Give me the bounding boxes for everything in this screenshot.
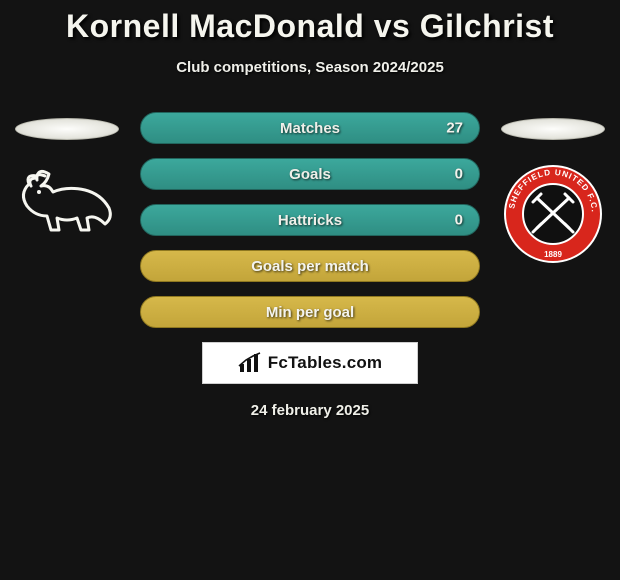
main-row: Matches 27 Goals 0 Hattricks 0 Goals per… bbox=[0, 118, 620, 328]
stats-column: Matches 27 Goals 0 Hattricks 0 Goals per… bbox=[140, 112, 480, 328]
stat-label: Goals per match bbox=[251, 258, 369, 275]
page-title: Kornell MacDonald vs Gilchrist bbox=[0, 8, 620, 45]
right-club-crest: SHEFFIELD UNITED F.C. 1889 bbox=[503, 164, 603, 269]
stat-label: Min per goal bbox=[266, 304, 354, 321]
page-subtitle: Club competitions, Season 2024/2025 bbox=[0, 59, 620, 76]
stat-value: 0 bbox=[455, 166, 463, 183]
stat-row-goals-per-match: Goals per match bbox=[140, 250, 480, 282]
date-stamp: 24 february 2025 bbox=[0, 402, 620, 419]
stat-row-matches: Matches 27 bbox=[140, 112, 480, 144]
stat-label: Goals bbox=[289, 166, 331, 183]
stat-row-goals: Goals 0 bbox=[140, 158, 480, 190]
brand-box: FcTables.com bbox=[202, 342, 418, 384]
ram-crest-icon bbox=[17, 164, 117, 236]
brand-text: FcTables.com bbox=[268, 353, 383, 373]
right-club-column: SHEFFIELD UNITED F.C. 1889 bbox=[498, 118, 608, 269]
bar-chart-icon bbox=[238, 352, 264, 374]
left-club-crest bbox=[17, 164, 117, 241]
stat-row-hattricks: Hattricks 0 bbox=[140, 204, 480, 236]
stat-value: 27 bbox=[446, 120, 463, 137]
left-ellipse bbox=[15, 118, 119, 140]
stat-label: Hattricks bbox=[278, 212, 342, 229]
stat-row-min-per-goal: Min per goal bbox=[140, 296, 480, 328]
sheffield-crest-icon: SHEFFIELD UNITED F.C. 1889 bbox=[503, 164, 603, 264]
crest-founded-year: 1889 bbox=[544, 250, 562, 259]
stat-label: Matches bbox=[280, 120, 340, 137]
infographic-root: Kornell MacDonald vs Gilchrist Club comp… bbox=[0, 0, 620, 419]
stat-value: 0 bbox=[455, 212, 463, 229]
right-ellipse bbox=[501, 118, 605, 140]
left-club-column bbox=[12, 118, 122, 241]
